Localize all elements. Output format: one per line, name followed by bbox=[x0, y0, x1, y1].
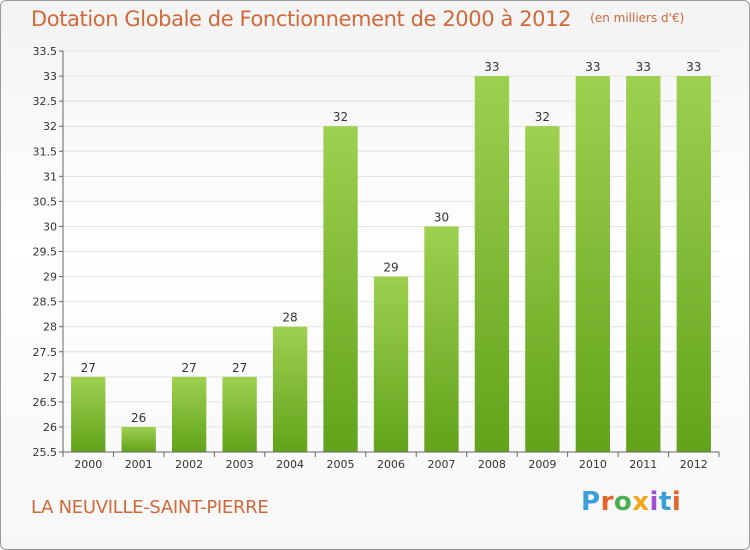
ytick-label: 30.5 bbox=[33, 195, 58, 208]
logo-letter: i bbox=[671, 487, 682, 517]
xtick-label: 2004 bbox=[276, 458, 304, 471]
bar-2002[interactable] bbox=[171, 376, 207, 452]
bar-value-label: 27 bbox=[232, 361, 247, 375]
bar-value-label: 27 bbox=[182, 361, 197, 375]
bar-2003[interactable] bbox=[222, 376, 257, 452]
bar-value-label: 30 bbox=[434, 210, 449, 224]
xtick-label: 2000 bbox=[74, 458, 102, 471]
ytick-label: 31.5 bbox=[33, 145, 58, 158]
bar-value-label: 27 bbox=[81, 361, 96, 375]
bar-value-label: 32 bbox=[333, 110, 348, 124]
bar-2006[interactable] bbox=[373, 276, 409, 452]
bar-2004[interactable] bbox=[272, 326, 308, 452]
ytick-label: 30 bbox=[43, 220, 57, 233]
logo-letter: t bbox=[658, 487, 672, 517]
logo-letter: o bbox=[613, 487, 633, 517]
bar-2005[interactable] bbox=[323, 126, 358, 452]
xtick-label: 2011 bbox=[629, 458, 657, 471]
labels: 25.5 26 26.5 27 27.5 28 28.5 29 29.5 30 30.5 31 31.5… bbox=[33, 45, 708, 471]
ytick-label: 27.5 bbox=[33, 346, 58, 359]
bar-2007[interactable] bbox=[424, 226, 459, 452]
proxiti-logo[interactable]: Proxiti bbox=[581, 487, 681, 517]
xtick-label: 2002 bbox=[175, 458, 203, 471]
bars bbox=[71, 76, 711, 452]
chart-title-text: Dotation Globale de Fonctionnement de 20… bbox=[31, 7, 572, 31]
ytick-label: 32.5 bbox=[33, 95, 58, 108]
xtick-label: 2007 bbox=[427, 458, 455, 471]
ytick-label: 31 bbox=[43, 170, 57, 183]
commune-name: LA NEUVILLE-SAINT-PIERRE bbox=[31, 497, 269, 518]
xtick-label: 2010 bbox=[579, 458, 607, 471]
ytick-label: 27 bbox=[43, 371, 57, 384]
xtick-label: 2008 bbox=[478, 458, 506, 471]
ytick-label: 26.5 bbox=[33, 396, 58, 409]
bar-value-label: 33 bbox=[484, 60, 499, 74]
bar-value-label: 28 bbox=[282, 311, 297, 325]
bar-2011[interactable] bbox=[626, 76, 661, 452]
xtick-label: 2005 bbox=[327, 458, 355, 471]
ytick-label: 28.5 bbox=[33, 296, 58, 309]
ytick-label: 28 bbox=[43, 321, 57, 334]
logo-letter: P bbox=[581, 487, 601, 517]
logo-letter: i bbox=[649, 487, 659, 517]
bar-2008[interactable] bbox=[474, 76, 510, 452]
ytick-label: 29 bbox=[43, 271, 57, 284]
ytick-label: 29.5 bbox=[33, 246, 58, 259]
bar-value-label: 32 bbox=[535, 110, 550, 124]
bar-2012[interactable] bbox=[676, 76, 711, 452]
logo-letter: x bbox=[632, 487, 650, 517]
ytick-label: 33 bbox=[43, 70, 57, 83]
bar-value-label: 33 bbox=[636, 60, 651, 74]
chart-unit: (en milliers d'€) bbox=[590, 11, 685, 25]
bar-value-label: 33 bbox=[686, 60, 701, 74]
ytick-label: 25.5 bbox=[33, 446, 58, 459]
chart-title: Dotation Globale de Fonctionnement de 20… bbox=[31, 7, 684, 31]
xtick-label: 2009 bbox=[528, 458, 556, 471]
bar-value-label: 26 bbox=[131, 411, 146, 425]
bar-2009[interactable] bbox=[525, 126, 560, 452]
ytick-label: 32 bbox=[43, 120, 57, 133]
xtick-label: 2012 bbox=[680, 458, 708, 471]
xtick-label: 2006 bbox=[377, 458, 405, 471]
bar-2010[interactable] bbox=[575, 76, 611, 452]
ytick-label: 33.5 bbox=[33, 45, 58, 58]
bar-2000[interactable] bbox=[71, 376, 106, 452]
bar-value-label: 29 bbox=[383, 261, 398, 275]
bar-2001[interactable] bbox=[121, 426, 156, 452]
ytick-label: 26 bbox=[43, 421, 57, 434]
bar-value-label: 33 bbox=[585, 60, 600, 74]
axes bbox=[59, 50, 720, 457]
xtick-label: 2001 bbox=[125, 458, 153, 471]
xtick-label: 2003 bbox=[226, 458, 254, 471]
logo-letter: r bbox=[600, 487, 614, 517]
